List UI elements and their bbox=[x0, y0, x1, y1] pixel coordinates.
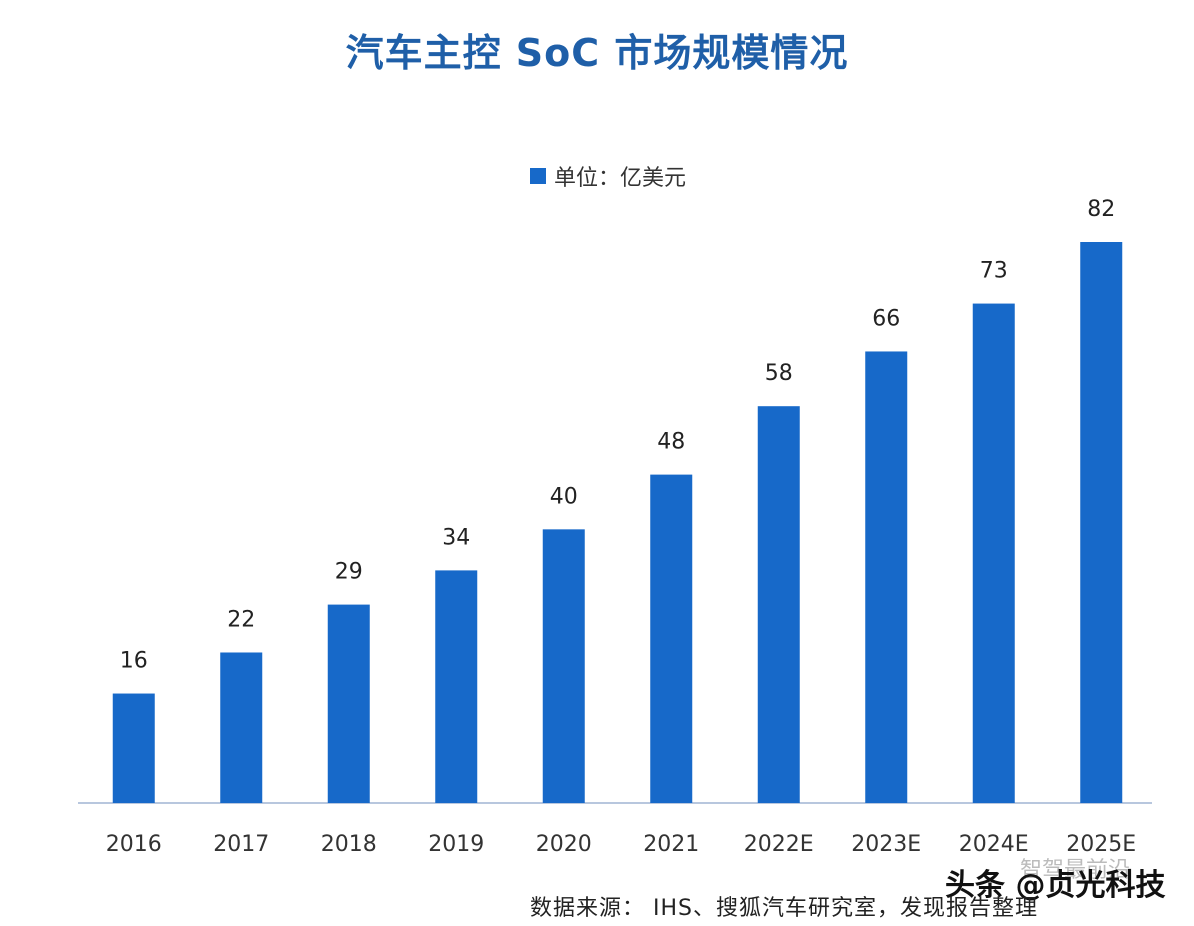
data-label-2024E: 73 bbox=[980, 259, 1008, 284]
chart-title: 汽车主控 SoC 市场规模情况 bbox=[345, 31, 849, 75]
x-tick-2020: 2020 bbox=[536, 832, 592, 857]
data-label-2019: 34 bbox=[442, 525, 470, 550]
data-label-2016: 16 bbox=[120, 649, 148, 674]
x-tick-2022E: 2022E bbox=[744, 832, 814, 857]
bar-2020 bbox=[542, 529, 585, 803]
x-tick-2018: 2018 bbox=[321, 832, 377, 857]
legend-swatch bbox=[530, 168, 546, 184]
bar-2024E bbox=[972, 303, 1015, 803]
x-tick-2021: 2021 bbox=[643, 832, 699, 857]
legend-label: 单位：亿美元 bbox=[554, 166, 687, 191]
bar-2025E bbox=[1080, 242, 1123, 803]
x-tick-2019: 2019 bbox=[428, 832, 484, 857]
watermark: 头条 @贞光科技 bbox=[945, 868, 1166, 903]
data-label-2021: 48 bbox=[657, 430, 685, 455]
data-label-2022E: 58 bbox=[765, 361, 793, 386]
data-label-2025E: 82 bbox=[1087, 197, 1115, 222]
x-tick-2017: 2017 bbox=[213, 832, 269, 857]
x-tick-2023E: 2023E bbox=[851, 832, 921, 857]
data-label-2023E: 66 bbox=[872, 306, 900, 331]
data-label-2018: 29 bbox=[335, 560, 363, 585]
bar-2022E bbox=[757, 406, 800, 803]
bar-2023E bbox=[865, 351, 908, 803]
faint-watermark: 智驾最前沿 bbox=[1020, 858, 1131, 883]
bar-2021 bbox=[650, 474, 693, 803]
legend: 单位：亿美元 bbox=[530, 160, 686, 192]
bar-2016 bbox=[112, 693, 155, 803]
x-tick-2016: 2016 bbox=[106, 832, 162, 857]
source-note: 数据来源： IHS、搜狐汽车研究室，发现报告整理 bbox=[530, 896, 1038, 921]
bar-2019 bbox=[435, 570, 478, 803]
data-label-2020: 40 bbox=[550, 484, 578, 509]
x-tick-2024E: 2024E bbox=[959, 832, 1029, 857]
x-tick-2025E: 2025E bbox=[1066, 832, 1136, 857]
data-label-2017: 22 bbox=[227, 607, 255, 632]
bar-2017 bbox=[220, 652, 263, 803]
bar-2018 bbox=[327, 604, 370, 803]
